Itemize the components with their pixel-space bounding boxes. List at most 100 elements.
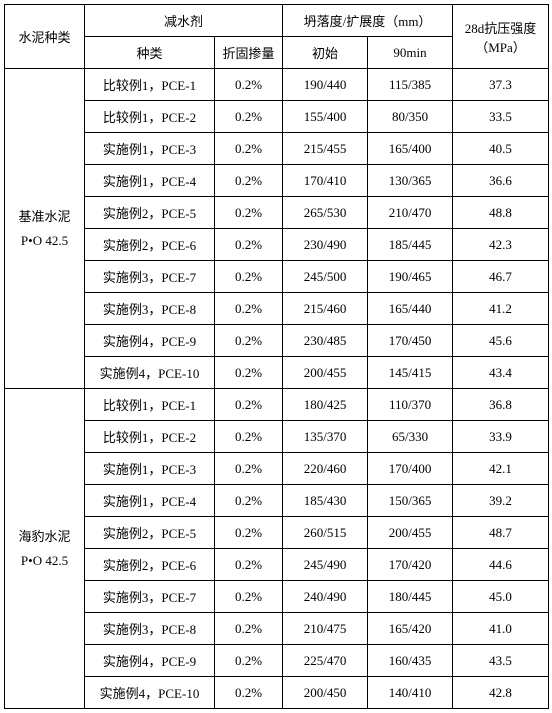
- header-slump-90min: 90min: [368, 37, 453, 69]
- admixture-dosage-cell: 0.2%: [215, 421, 283, 453]
- admixture-type-cell: 比较例1，PCE-2: [85, 101, 215, 133]
- cement-type-cell: 基准水泥P•O 42.5: [5, 69, 85, 389]
- slump-90min-cell: 130/365: [368, 165, 453, 197]
- table-row: 实施例4，PCE-100.2%200/455145/41543.4: [5, 357, 549, 389]
- admixture-type-cell: 实施例4，PCE-10: [85, 677, 215, 709]
- slump-90min-cell: 165/440: [368, 293, 453, 325]
- strength-cell: 36.6: [453, 165, 549, 197]
- strength-cell: 33.5: [453, 101, 549, 133]
- admixture-dosage-cell: 0.2%: [215, 485, 283, 517]
- admixture-dosage-cell: 0.2%: [215, 453, 283, 485]
- strength-cell: 48.8: [453, 197, 549, 229]
- slump-90min-cell: 185/445: [368, 229, 453, 261]
- header-slump-group: 坍落度/扩展度（mm）: [283, 5, 453, 37]
- admixture-dosage-cell: 0.2%: [215, 261, 283, 293]
- slump-90min-cell: 170/420: [368, 549, 453, 581]
- strength-cell: 43.4: [453, 357, 549, 389]
- admixture-type-cell: 实施例1，PCE-3: [85, 453, 215, 485]
- header-admixture-type: 种类: [85, 37, 215, 69]
- strength-cell: 45.6: [453, 325, 549, 357]
- admixture-type-cell: 实施例3，PCE-8: [85, 293, 215, 325]
- data-table: 水泥种类 减水剂 坍落度/扩展度（mm） 28d抗压强度（MPa） 种类 折固掺…: [4, 4, 549, 709]
- slump-initial-cell: 245/490: [283, 549, 368, 581]
- slump-90min-cell: 170/450: [368, 325, 453, 357]
- admixture-dosage-cell: 0.2%: [215, 389, 283, 421]
- strength-cell: 40.5: [453, 133, 549, 165]
- slump-initial-cell: 200/455: [283, 357, 368, 389]
- table-row: 实施例2，PCE-50.2%260/515200/45548.7: [5, 517, 549, 549]
- slump-initial-cell: 200/450: [283, 677, 368, 709]
- slump-initial-cell: 240/490: [283, 581, 368, 613]
- admixture-type-cell: 比较例1，PCE-1: [85, 69, 215, 101]
- slump-initial-cell: 260/515: [283, 517, 368, 549]
- admixture-type-cell: 实施例3，PCE-7: [85, 261, 215, 293]
- slump-initial-cell: 180/425: [283, 389, 368, 421]
- header-cement-type: 水泥种类: [5, 5, 85, 69]
- strength-cell: 41.0: [453, 613, 549, 645]
- table-row: 比较例1，PCE-20.2%155/40080/35033.5: [5, 101, 549, 133]
- slump-90min-cell: 180/445: [368, 581, 453, 613]
- slump-90min-cell: 65/330: [368, 421, 453, 453]
- header-row-1: 水泥种类 减水剂 坍落度/扩展度（mm） 28d抗压强度（MPa）: [5, 5, 549, 37]
- strength-cell: 44.6: [453, 549, 549, 581]
- admixture-dosage-cell: 0.2%: [215, 69, 283, 101]
- table-row: 实施例3，PCE-70.2%240/490180/44545.0: [5, 581, 549, 613]
- strength-cell: 42.3: [453, 229, 549, 261]
- slump-initial-cell: 135/370: [283, 421, 368, 453]
- slump-90min-cell: 200/455: [368, 517, 453, 549]
- admixture-type-cell: 实施例3，PCE-7: [85, 581, 215, 613]
- admixture-type-cell: 实施例3，PCE-8: [85, 613, 215, 645]
- table-row: 实施例2，PCE-50.2%265/530210/47048.8: [5, 197, 549, 229]
- admixture-type-cell: 比较例1，PCE-2: [85, 421, 215, 453]
- strength-cell: 42.1: [453, 453, 549, 485]
- slump-90min-cell: 170/400: [368, 453, 453, 485]
- strength-cell: 33.9: [453, 421, 549, 453]
- table-row: 实施例1，PCE-30.2%215/455165/40040.5: [5, 133, 549, 165]
- slump-initial-cell: 265/530: [283, 197, 368, 229]
- admixture-type-cell: 实施例2，PCE-6: [85, 229, 215, 261]
- slump-initial-cell: 230/485: [283, 325, 368, 357]
- admixture-dosage-cell: 0.2%: [215, 101, 283, 133]
- strength-cell: 45.0: [453, 581, 549, 613]
- admixture-dosage-cell: 0.2%: [215, 581, 283, 613]
- admixture-dosage-cell: 0.2%: [215, 229, 283, 261]
- slump-initial-cell: 230/490: [283, 229, 368, 261]
- table-row: 比较例1，PCE-20.2%135/37065/33033.9: [5, 421, 549, 453]
- admixture-type-cell: 实施例1，PCE-4: [85, 485, 215, 517]
- slump-90min-cell: 150/365: [368, 485, 453, 517]
- strength-cell: 48.7: [453, 517, 549, 549]
- table-row: 实施例3，PCE-70.2%245/500190/46546.7: [5, 261, 549, 293]
- table-row: 实施例2，PCE-60.2%245/490170/42044.6: [5, 549, 549, 581]
- slump-initial-cell: 210/475: [283, 613, 368, 645]
- admixture-dosage-cell: 0.2%: [215, 165, 283, 197]
- slump-initial-cell: 170/410: [283, 165, 368, 197]
- slump-90min-cell: 190/465: [368, 261, 453, 293]
- table-header: 水泥种类 减水剂 坍落度/扩展度（mm） 28d抗压强度（MPa） 种类 折固掺…: [5, 5, 549, 69]
- table-row: 实施例3，PCE-80.2%215/460165/44041.2: [5, 293, 549, 325]
- admixture-dosage-cell: 0.2%: [215, 517, 283, 549]
- slump-initial-cell: 185/430: [283, 485, 368, 517]
- slump-90min-cell: 110/370: [368, 389, 453, 421]
- admixture-dosage-cell: 0.2%: [215, 325, 283, 357]
- admixture-type-cell: 比较例1，PCE-1: [85, 389, 215, 421]
- table-row: 实施例1，PCE-30.2%220/460170/40042.1: [5, 453, 549, 485]
- admixture-dosage-cell: 0.2%: [215, 613, 283, 645]
- slump-90min-cell: 165/420: [368, 613, 453, 645]
- table-row: 实施例4，PCE-90.2%230/485170/45045.6: [5, 325, 549, 357]
- slump-90min-cell: 210/470: [368, 197, 453, 229]
- slump-90min-cell: 115/385: [368, 69, 453, 101]
- slump-90min-cell: 140/410: [368, 677, 453, 709]
- slump-initial-cell: 220/460: [283, 453, 368, 485]
- slump-90min-cell: 145/415: [368, 357, 453, 389]
- table-body: 基准水泥P•O 42.5比较例1，PCE-10.2%190/440115/385…: [5, 69, 549, 709]
- slump-initial-cell: 155/400: [283, 101, 368, 133]
- admixture-type-cell: 实施例4，PCE-9: [85, 325, 215, 357]
- strength-cell: 41.2: [453, 293, 549, 325]
- header-admixture-group: 减水剂: [85, 5, 283, 37]
- table-row: 基准水泥P•O 42.5比较例1，PCE-10.2%190/440115/385…: [5, 69, 549, 101]
- strength-cell: 37.3: [453, 69, 549, 101]
- admixture-type-cell: 实施例2，PCE-6: [85, 549, 215, 581]
- admixture-type-cell: 实施例2，PCE-5: [85, 197, 215, 229]
- table-row: 实施例4，PCE-100.2%200/450140/41042.8: [5, 677, 549, 709]
- admixture-type-cell: 实施例1，PCE-3: [85, 133, 215, 165]
